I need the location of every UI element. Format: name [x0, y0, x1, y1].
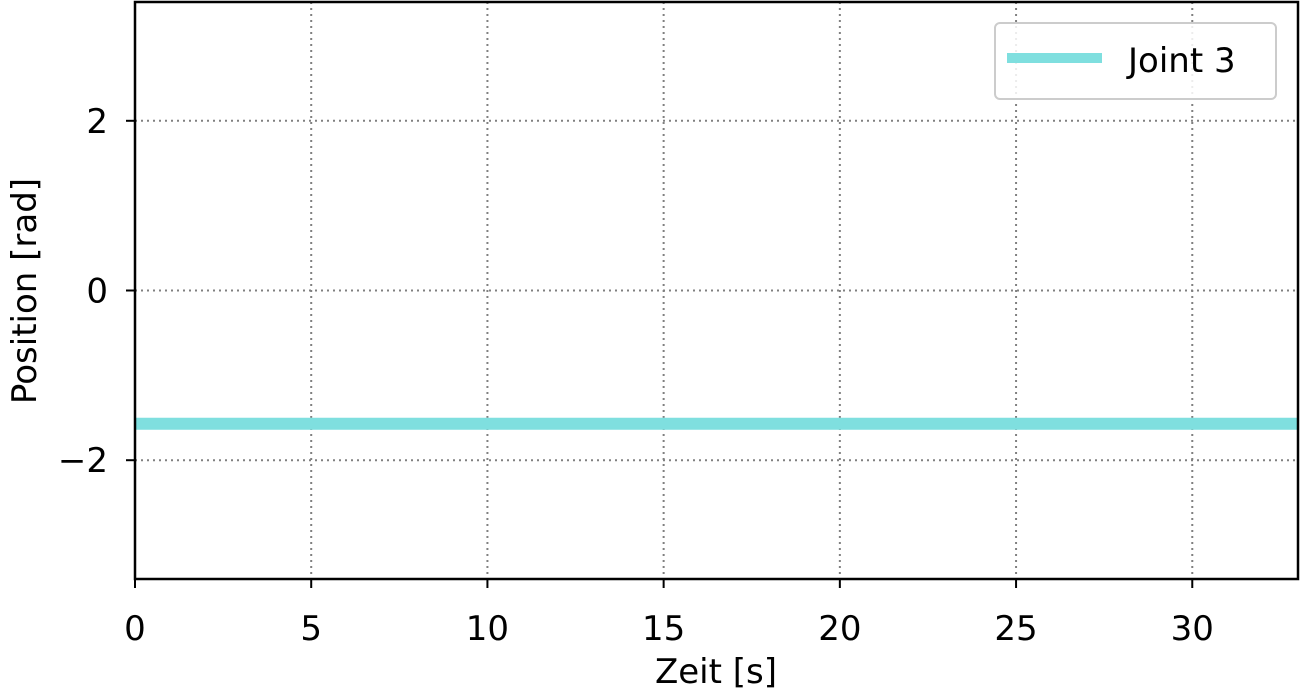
legend: Joint 3 — [994, 22, 1277, 100]
x-axis-label: Zeit [s] — [655, 652, 777, 692]
x-tick-label: 20 — [818, 609, 861, 649]
x-tick-label: 15 — [642, 609, 685, 649]
x-tick-label: 25 — [994, 609, 1037, 649]
x-tick-label: 10 — [466, 609, 509, 649]
y-tick-label: 2 — [86, 102, 108, 142]
y-tick-label: 0 — [86, 272, 108, 312]
grid-lines — [135, 2, 1298, 579]
x-tick-label: 5 — [300, 609, 322, 649]
legend-label-joint-3: Joint 3 — [1126, 41, 1236, 81]
x-tick-label: 30 — [1171, 609, 1214, 649]
legend-box — [994, 22, 1277, 100]
y-axis-label: Position [rad] — [5, 178, 45, 404]
y-tick-label: −2 — [58, 441, 108, 481]
axis-ticks: 0 5 10 15 20 25 30 −2 0 2 — [58, 102, 1214, 649]
x-tick-label: 0 — [124, 609, 146, 649]
